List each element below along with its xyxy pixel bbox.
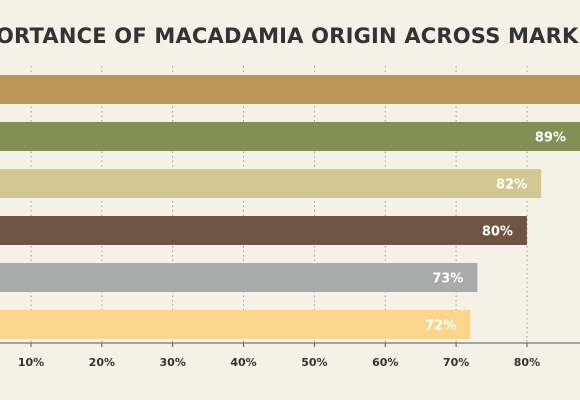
chart-title: ORTANCE OF MACADAMIA ORIGIN ACROSS MARK <box>0 24 579 48</box>
bar-value-label: 72% <box>425 319 456 334</box>
bar-value-label: 82% <box>496 178 527 193</box>
bar <box>0 310 471 339</box>
x-tick-label: 30% <box>160 356 186 369</box>
x-tick-label: 40% <box>230 356 256 369</box>
bar <box>0 122 580 151</box>
bar-value-label: 80% <box>482 225 513 240</box>
bar <box>0 75 580 104</box>
bar <box>0 263 478 292</box>
bar-value-label: 73% <box>432 272 463 287</box>
x-tick-label: 10% <box>18 356 44 369</box>
bar-value-label: 89% <box>535 131 566 146</box>
x-tick-label: 80% <box>514 356 540 369</box>
x-tick-label: 20% <box>89 356 115 369</box>
x-tick-label: 70% <box>443 356 469 369</box>
x-tick-label: 60% <box>372 356 398 369</box>
bar <box>0 169 542 198</box>
bar <box>0 216 527 245</box>
x-tick-label: 50% <box>301 356 327 369</box>
